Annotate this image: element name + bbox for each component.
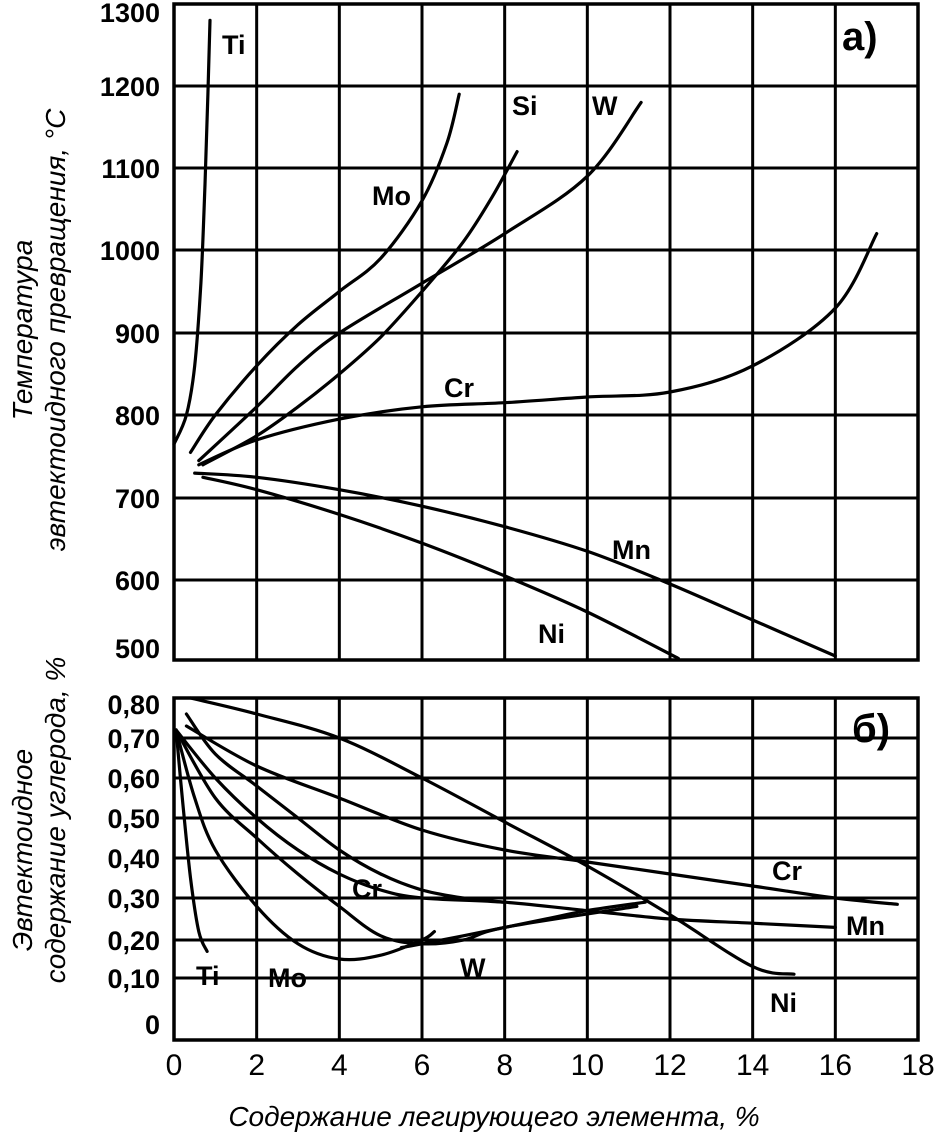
panel-a-curve-cr	[197, 232, 879, 467]
panel-b-y-tick-label: 0,60	[107, 764, 160, 794]
panel-b-y-tick-label: 0,80	[107, 690, 160, 720]
panel-a-y-tick-label: 1100	[101, 154, 160, 184]
panel-a-curve-ni	[201, 475, 680, 660]
panel-b-ylabel-line2: содержание углерода, %	[40, 657, 71, 984]
panel-a-y-ticks: 500 600 700 800 900 1000 1100 1200 1300	[100, 0, 160, 664]
panel-a-temperature: 500 600 700 800 900 1000 1100 1200 1300 Ti Mo Si W C…	[7, 0, 920, 664]
x-tick-label: 8	[496, 1049, 513, 1082]
panel-b-label-mn: Mn	[846, 911, 885, 941]
panel-b-curve-mn	[184, 724, 899, 906]
x-tick-label: 6	[414, 1049, 431, 1082]
panel-b-curve-unnamed	[399, 900, 647, 950]
panel-b-curve-ni	[188, 696, 796, 976]
panel-b-y-ticks: 0 0,10 0,20 0,30 0,40 0,50 0,60 0,70 0,80	[107, 690, 160, 1040]
panel-a-ylabel-line2: эвтектоидного превращения, °C	[40, 108, 71, 551]
panel-a-label-w: W	[592, 91, 618, 121]
panel-b-curve-ti	[174, 728, 209, 953]
panel-b-y-tick-label: 0,70	[107, 724, 160, 754]
panel-a-ylabel-text: эвтектоидного превращения,	[40, 140, 71, 551]
panel-a-y-tick-label: 1200	[100, 72, 160, 102]
panel-a-y-tick-label: 800	[115, 401, 160, 431]
panel-a-frame	[172, 2, 920, 662]
panel-b-curve-si	[184, 712, 507, 904]
panel-a-tag: а)	[842, 15, 878, 59]
panel-b-label-cr: Cr	[352, 874, 382, 904]
panel-a-label-si: Si	[512, 91, 538, 121]
panel-a-curves	[172, 18, 879, 660]
x-tick-label: 4	[331, 1049, 348, 1082]
panel-a-curve-mo	[188, 92, 461, 454]
panel-a-label-ni: Ni	[538, 619, 565, 649]
panel-a-curve-mn	[193, 471, 837, 658]
panel-a-label-mn: Mn	[612, 535, 651, 565]
panel-b-x-ticks: 0 2 4 6 8 10 12 14 16 18	[166, 1049, 935, 1082]
panel-b-label-ni: Ni	[770, 988, 797, 1018]
panel-b-y-tick-label: 0,40	[107, 844, 160, 874]
panel-a-curve-w	[197, 100, 643, 463]
panel-a-label-mo: Mo	[372, 181, 411, 211]
panel-b-y-tick-label: 0,20	[107, 926, 160, 956]
panel-a-y-tick-label: 500	[115, 634, 160, 664]
panel-a-y-tick-label: 700	[115, 484, 160, 514]
panel-a-curve-si	[201, 150, 519, 467]
panel-b-curve-w	[174, 728, 837, 929]
x-axis-title: Содержание легирующего элемента, %	[228, 1101, 759, 1132]
panel-b-series-labels: Ti Mo Cr W Mn Ni Cr	[196, 856, 885, 1018]
panel-b-label-cr-right: Cr	[772, 856, 802, 886]
panel-b-y-tick-label: 0	[145, 1010, 160, 1040]
panel-a-ylabel-unit: °C	[40, 108, 71, 140]
panel-a-y-tick-label: 1000	[100, 236, 160, 266]
x-tick-label: 10	[571, 1049, 604, 1082]
panel-b-label-w: W	[460, 953, 486, 983]
panel-b-y-tick-label: 0,10	[107, 964, 160, 994]
panel-a-series-labels: Ti Mo Si W Cr Mn Ni	[222, 30, 651, 649]
panel-a-y-tick-label: 900	[115, 319, 160, 349]
panel-b-curves	[174, 696, 899, 976]
x-tick-label: 18	[901, 1049, 934, 1082]
panel-b-y-tick-label: 0,30	[107, 884, 160, 914]
x-tick-label: 12	[653, 1049, 686, 1082]
x-tick-label: 16	[819, 1049, 852, 1082]
panel-b-label-ti: Ti	[196, 961, 220, 991]
panel-a-ylabel-line1: Температура	[7, 240, 38, 421]
panel-b-carbon: 0 0,10 0,20 0,30 0,40 0,50 0,60 0,70 0,80 0 2 4 6 8 1…	[7, 657, 935, 1132]
x-tick-label: 2	[248, 1049, 265, 1082]
panel-b-label-mo: Mo	[268, 963, 307, 993]
panel-a-curve-ti	[172, 18, 212, 446]
panel-b-y-tick-label: 0,50	[107, 804, 160, 834]
x-tick-label: 0	[166, 1049, 183, 1082]
x-tick-label: 14	[736, 1049, 769, 1082]
panel-a-label-cr: Cr	[444, 373, 474, 403]
panel-b-grid	[174, 698, 918, 1040]
panel-b-frame	[172, 696, 920, 1042]
panel-a-y-tick-label: 1300	[100, 0, 160, 28]
panel-a-y-tick-label: 600	[115, 566, 160, 596]
panel-b-curve-cr	[174, 728, 639, 946]
panel-a-label-ti: Ti	[222, 30, 246, 60]
panel-a-grid	[174, 4, 918, 660]
panel-b-tag: б)	[852, 707, 890, 751]
panel-b-ylabel-line1: Эвтектоидное	[7, 749, 38, 951]
